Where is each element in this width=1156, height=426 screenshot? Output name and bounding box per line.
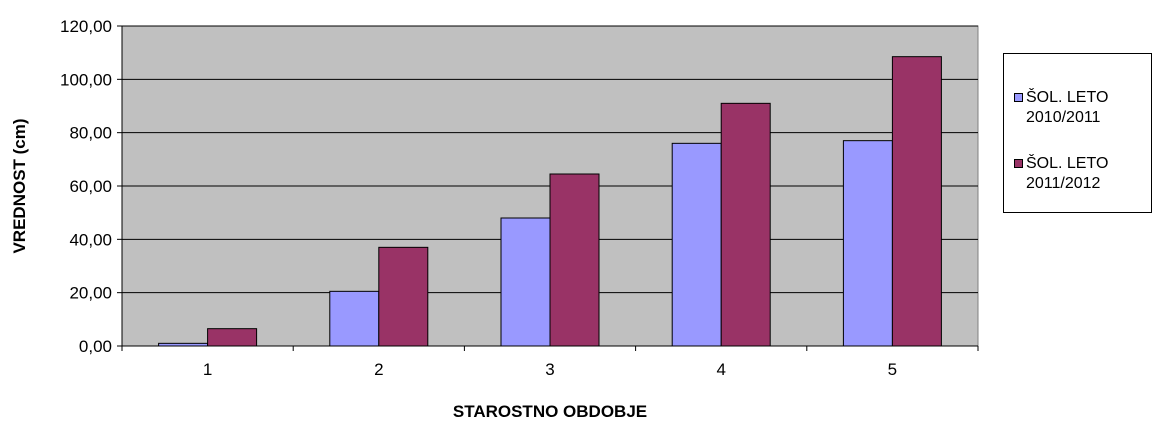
x-tick-label: 4: [716, 360, 725, 379]
bar-series-1-category-3: [500, 217, 551, 347]
bar-series-2-category-5: [891, 56, 942, 347]
y-tick-label: 20,00: [69, 284, 112, 303]
x-tick-label: 5: [888, 360, 897, 379]
bar-series-2-category-2: [378, 246, 429, 347]
bar-series-2-category-1: [207, 328, 258, 347]
legend: ŠOL. LETO 2010/2011 ŠOL. LETO 2011/2012: [1003, 53, 1152, 213]
axes: [117, 25, 979, 351]
bar-series-1-category-5: [842, 140, 893, 347]
x-axis-title: STAROSTNO OBDOBJE: [453, 402, 647, 421]
y-tick-label: 0,00: [79, 337, 112, 356]
bar-series-1-category-2: [329, 290, 380, 347]
y-tick-label: 60,00: [69, 177, 112, 196]
bar-series-2-category-3: [549, 173, 600, 347]
legend-label-series-2: ŠOL. LETO 2011/2012: [1026, 155, 1109, 192]
gridlines: [122, 25, 978, 294]
legend-label-series-1: ŠOL. LETO 2010/2011: [1026, 89, 1109, 126]
x-tick-label: 1: [203, 360, 212, 379]
bars: [158, 56, 942, 347]
y-tick-labels: 0,00 20,00 40,00 60,00 80,00 100,00 120,00: [60, 17, 112, 356]
y-tick-label: 80,00: [69, 124, 112, 143]
bar-series-2-category-4: [720, 102, 771, 347]
x-tick-label: 3: [545, 360, 554, 379]
x-tick-label: 2: [374, 360, 383, 379]
y-tick-label: 120,00: [60, 17, 112, 36]
x-tick-labels: 1 2 3 4 5: [203, 360, 897, 379]
y-tick-label: 100,00: [60, 70, 112, 89]
y-tick-label: 40,00: [69, 230, 112, 249]
legend-swatch-series-1: [1014, 93, 1023, 102]
bar-series-1-category-4: [671, 142, 722, 347]
legend-swatch-series-2: [1014, 159, 1023, 168]
y-axis-title: VREDNOST (cm): [10, 118, 29, 253]
